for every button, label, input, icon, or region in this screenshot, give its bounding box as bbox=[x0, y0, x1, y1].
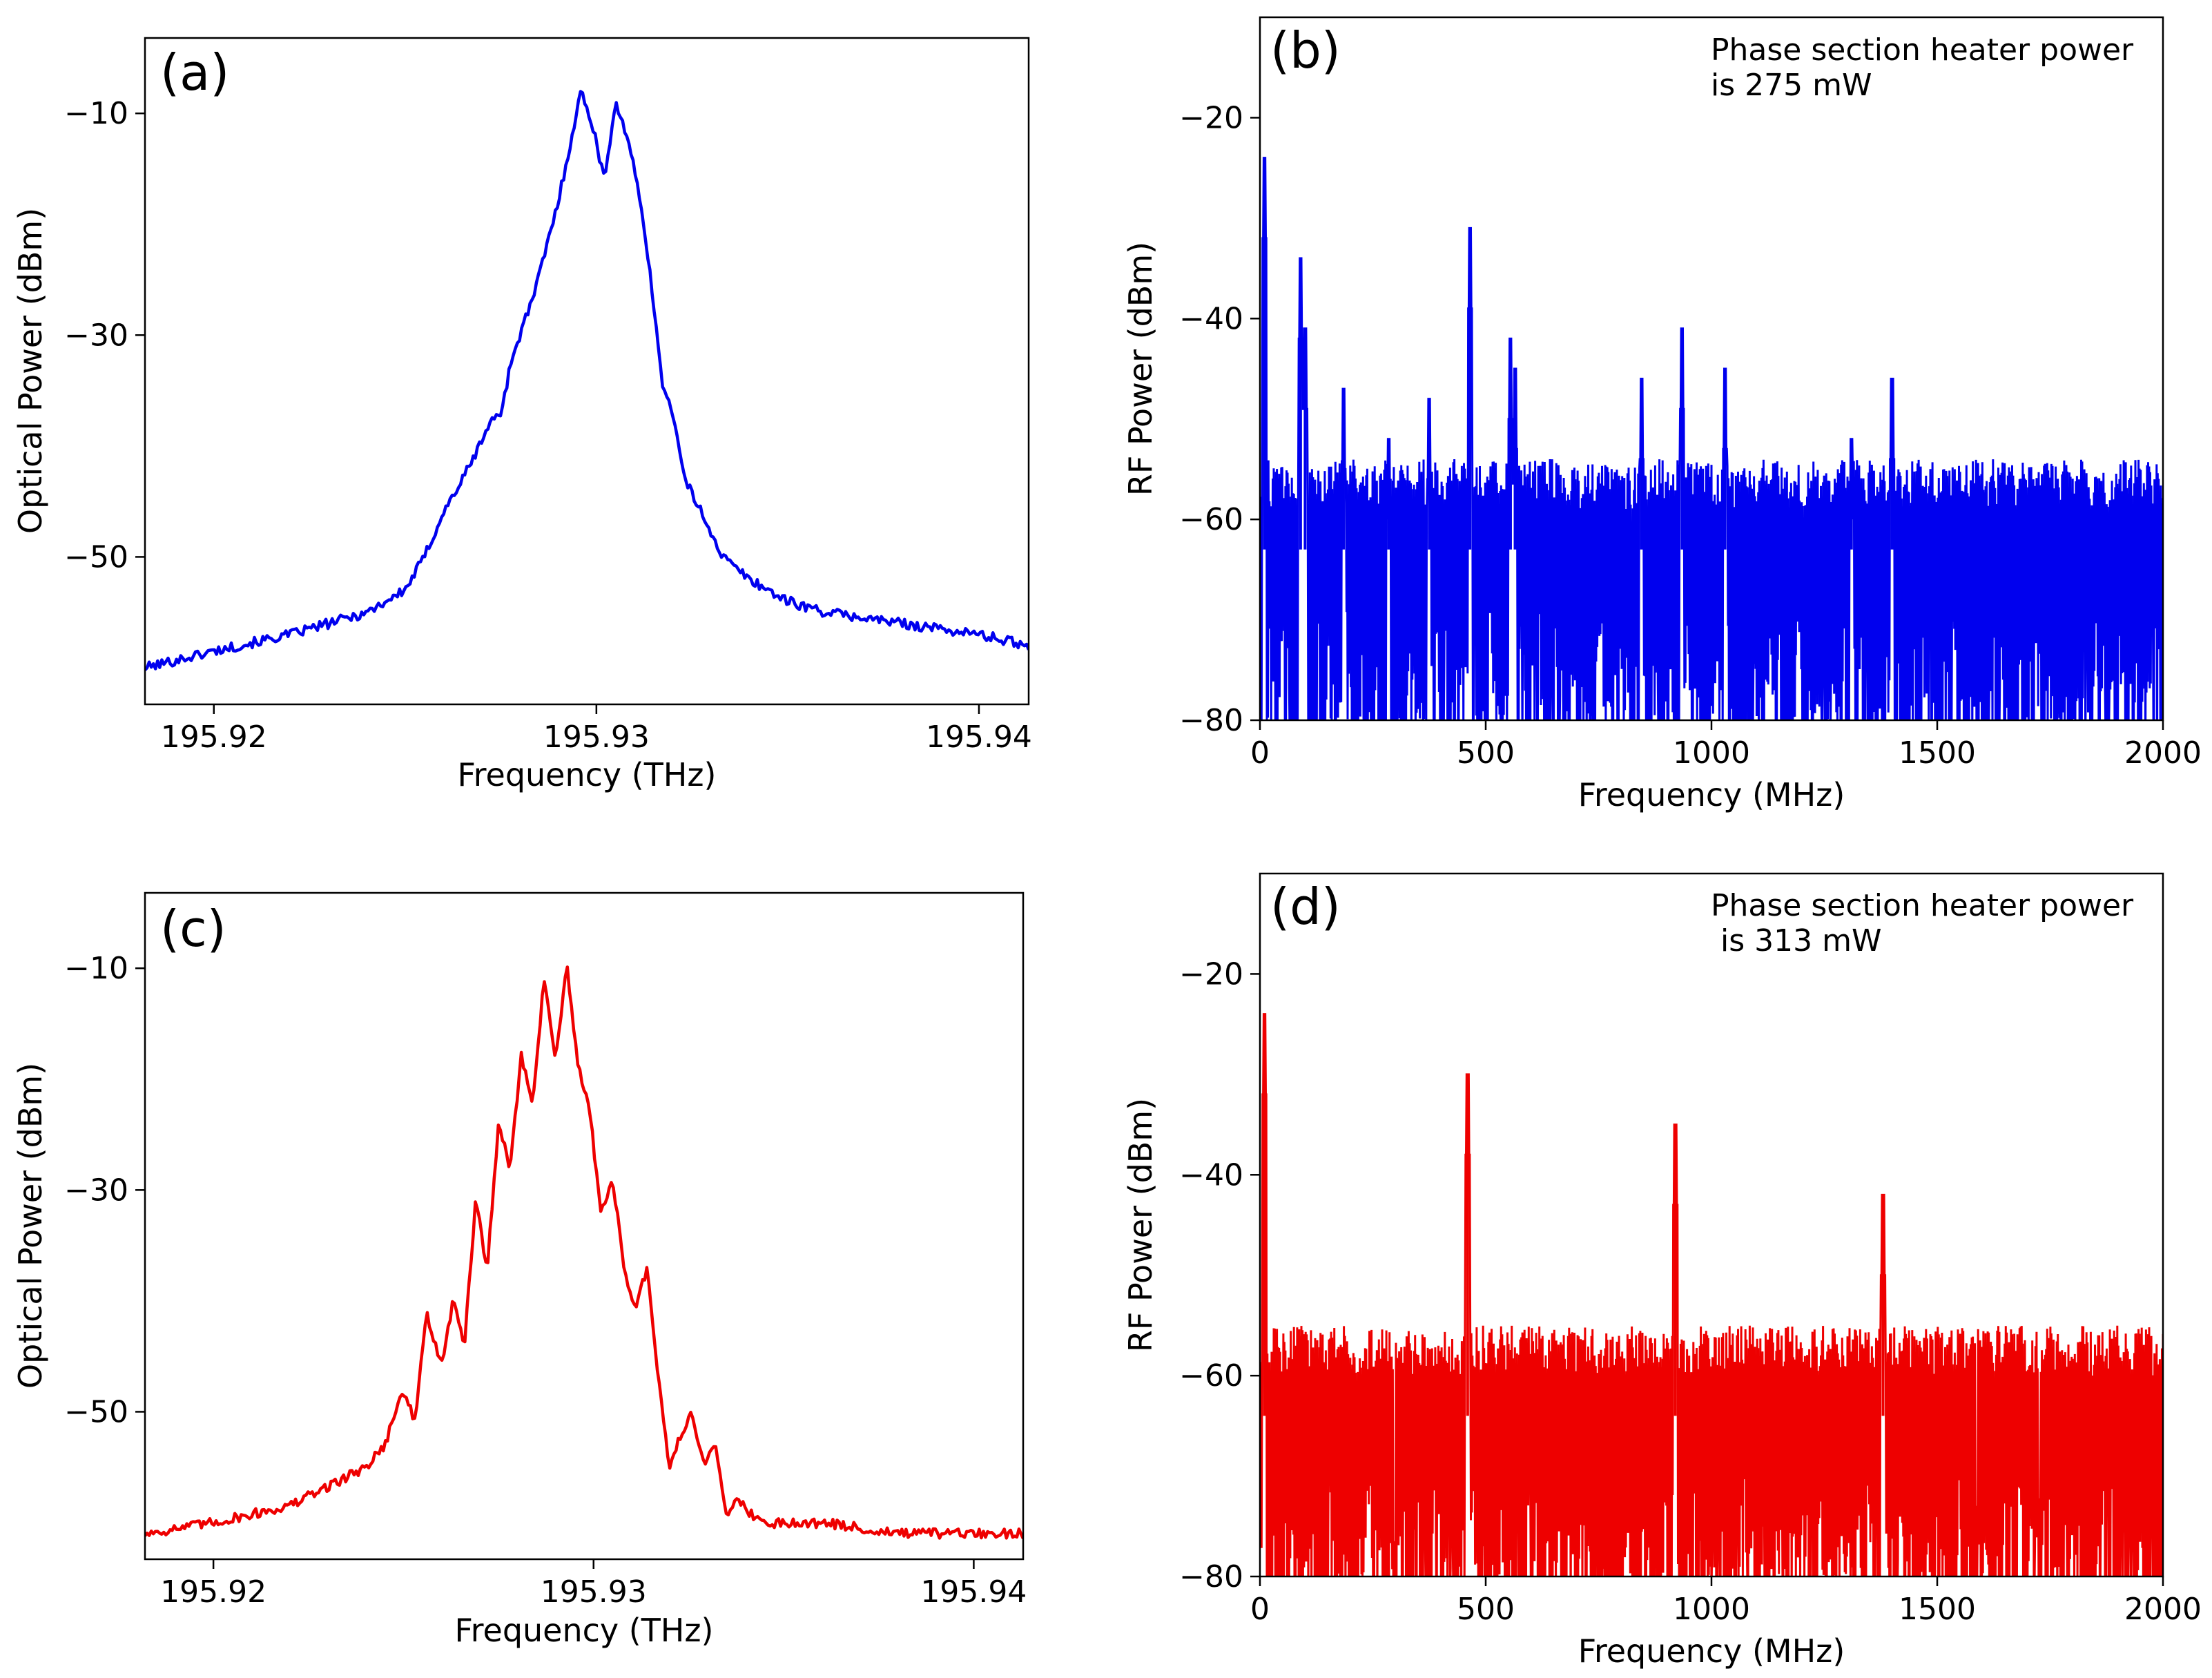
panel-b-xticks: 0 500 1000 1500 2000 bbox=[1250, 720, 2202, 771]
panel-b-series-line bbox=[1260, 157, 2163, 720]
panel-d-xtick-label: 1500 bbox=[1899, 1592, 1976, 1627]
panel-a-yticks: −10 −30 −50 bbox=[64, 96, 145, 575]
panel-c-series bbox=[145, 965, 1023, 1540]
panel-b-xlabel: Frequency (MHz) bbox=[1578, 776, 1845, 813]
panel-b-annotation-line-1: Phase section heater power bbox=[1711, 32, 2134, 68]
panel-d-xtick-label: 0 bbox=[1250, 1592, 1270, 1627]
panel-b-xtick-label: 1500 bbox=[1899, 735, 1976, 771]
panel-b-ytick-label: −40 bbox=[1179, 301, 1243, 336]
panel-d: 0 500 1000 1500 2000 −20 −40 −60 −80 (d) Phase … bbox=[1122, 872, 2202, 1670]
panel-c-xtick-label: 195.92 bbox=[160, 1574, 266, 1610]
panel-b-xtick-label: 1000 bbox=[1673, 735, 1750, 771]
panel-d-ytick-label: −20 bbox=[1179, 956, 1243, 992]
panel-b-ytick-label: −80 bbox=[1179, 703, 1243, 738]
panel-d-annotation-line-1: Phase section heater power bbox=[1711, 888, 2134, 923]
panel-a-series-line bbox=[145, 90, 1029, 671]
panel-c-yticks: −10 −30 −50 bbox=[64, 951, 145, 1429]
panel-b-annotation-line-2: is 275 mW bbox=[1711, 68, 1872, 103]
panel-b: 0 500 1000 1500 2000 −20 −40 −60 −80 (b) Phase … bbox=[1122, 16, 2202, 813]
panel-c-series-line bbox=[145, 965, 1023, 1540]
panel-a-xlabel: Frequency (THz) bbox=[458, 756, 717, 793]
panel-b-series bbox=[1260, 157, 2163, 720]
panel-d-series bbox=[1260, 1013, 2163, 1576]
panel-a-xticks: 195.92 195.93 195.94 bbox=[161, 704, 1032, 755]
panel-a-ytick-label: −10 bbox=[64, 96, 128, 131]
panel-c-frame bbox=[144, 891, 1025, 1561]
panel-a-series bbox=[145, 90, 1029, 671]
panel-b-ylabel: RF Power (dBm) bbox=[1122, 242, 1159, 496]
panel-c-ytick-label: −50 bbox=[64, 1394, 128, 1429]
panel-d-ylabel: RF Power (dBm) bbox=[1122, 1098, 1159, 1352]
panel-c-ylabel: Optical Power (dBm) bbox=[12, 1063, 49, 1389]
panel-a-ytick-label: −50 bbox=[64, 539, 128, 575]
panel-b-label: (b) bbox=[1270, 21, 1341, 79]
panel-a-xtick-label: 195.93 bbox=[543, 720, 650, 755]
panel-d-label: (d) bbox=[1270, 878, 1341, 936]
panel-a-frame bbox=[144, 37, 1030, 706]
panel-b-frame bbox=[1259, 16, 2164, 722]
panel-c-label: (c) bbox=[160, 900, 226, 958]
panel-a-ytick-label: −30 bbox=[64, 318, 128, 353]
panel-a-xtick-label: 195.94 bbox=[926, 720, 1032, 755]
panel-c-ytick-label: −10 bbox=[64, 951, 128, 986]
panel-d-xlabel: Frequency (MHz) bbox=[1578, 1632, 1845, 1670]
panel-d-frame bbox=[1259, 872, 2164, 1578]
panel-d-annotation-line-2: is 313 mW bbox=[1711, 923, 1881, 958]
panel-d-xtick-label: 2000 bbox=[2124, 1592, 2202, 1627]
panel-d-ytick-label: −60 bbox=[1179, 1358, 1243, 1393]
panel-b-xtick-label: 2000 bbox=[2124, 735, 2202, 771]
panel-c-ytick-label: −30 bbox=[64, 1173, 128, 1208]
panel-c-xlabel: Frequency (THz) bbox=[455, 1612, 714, 1649]
panel-a-label: (a) bbox=[160, 44, 229, 102]
panel-c: 195.92 195.93 195.94 −10 −30 −50 (c) Frequen… bbox=[12, 891, 1027, 1649]
panel-b-ytick-label: −20 bbox=[1179, 100, 1243, 135]
panel-c-xtick-label: 195.93 bbox=[541, 1574, 647, 1610]
panel-d-yticks: −20 −40 −60 −80 bbox=[1179, 956, 1260, 1594]
panel-d-series-line bbox=[1260, 1013, 2163, 1576]
panel-a-xtick-label: 195.92 bbox=[161, 720, 267, 755]
panel-d-xticks: 0 500 1000 1500 2000 bbox=[1250, 1576, 2202, 1627]
panel-a-ylabel: Optical Power (dBm) bbox=[12, 208, 49, 534]
panel-b-xtick-label: 0 bbox=[1250, 735, 1270, 771]
panel-d-ytick-label: −40 bbox=[1179, 1157, 1243, 1193]
panel-d-xtick-label: 1000 bbox=[1673, 1592, 1750, 1627]
panel-c-xtick-label: 195.94 bbox=[920, 1574, 1027, 1610]
panel-b-yticks: −20 −40 −60 −80 bbox=[1179, 100, 1260, 738]
panel-d-xtick-label: 500 bbox=[1457, 1592, 1515, 1627]
panel-d-ytick-label: −80 bbox=[1179, 1559, 1243, 1594]
panel-a: 195.92 195.93 195.94 −10 −30 −50 (a) Frequen… bbox=[12, 37, 1032, 793]
panel-b-ytick-label: −60 bbox=[1179, 502, 1243, 537]
panel-b-xtick-label: 500 bbox=[1457, 735, 1515, 771]
panel-c-xticks: 195.92 195.93 195.94 bbox=[160, 1559, 1027, 1610]
